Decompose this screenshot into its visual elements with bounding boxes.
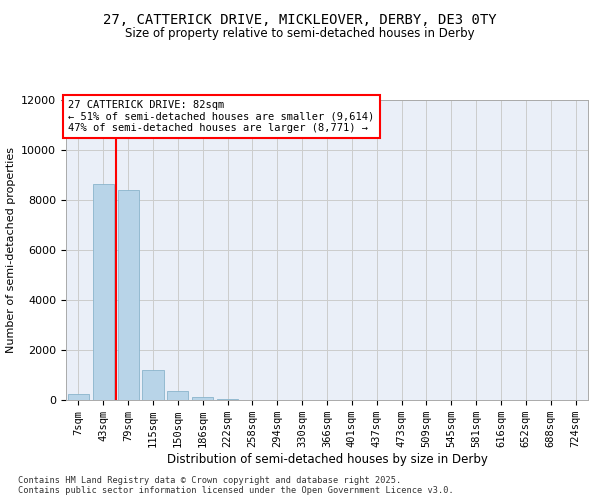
X-axis label: Distribution of semi-detached houses by size in Derby: Distribution of semi-detached houses by … — [167, 453, 487, 466]
Text: 27 CATTERICK DRIVE: 82sqm
← 51% of semi-detached houses are smaller (9,614)
47% : 27 CATTERICK DRIVE: 82sqm ← 51% of semi-… — [68, 100, 375, 133]
Y-axis label: Number of semi-detached properties: Number of semi-detached properties — [5, 147, 16, 353]
Bar — [142, 370, 164, 400]
Text: Contains HM Land Registry data © Crown copyright and database right 2025.
Contai: Contains HM Land Registry data © Crown c… — [18, 476, 454, 495]
Bar — [93, 184, 114, 400]
Bar — [217, 398, 238, 400]
Text: Size of property relative to semi-detached houses in Derby: Size of property relative to semi-detach… — [125, 28, 475, 40]
Bar — [118, 190, 139, 400]
Bar — [167, 391, 188, 400]
Bar — [192, 397, 213, 400]
Text: 27, CATTERICK DRIVE, MICKLEOVER, DERBY, DE3 0TY: 27, CATTERICK DRIVE, MICKLEOVER, DERBY, … — [103, 12, 497, 26]
Bar — [68, 394, 89, 400]
